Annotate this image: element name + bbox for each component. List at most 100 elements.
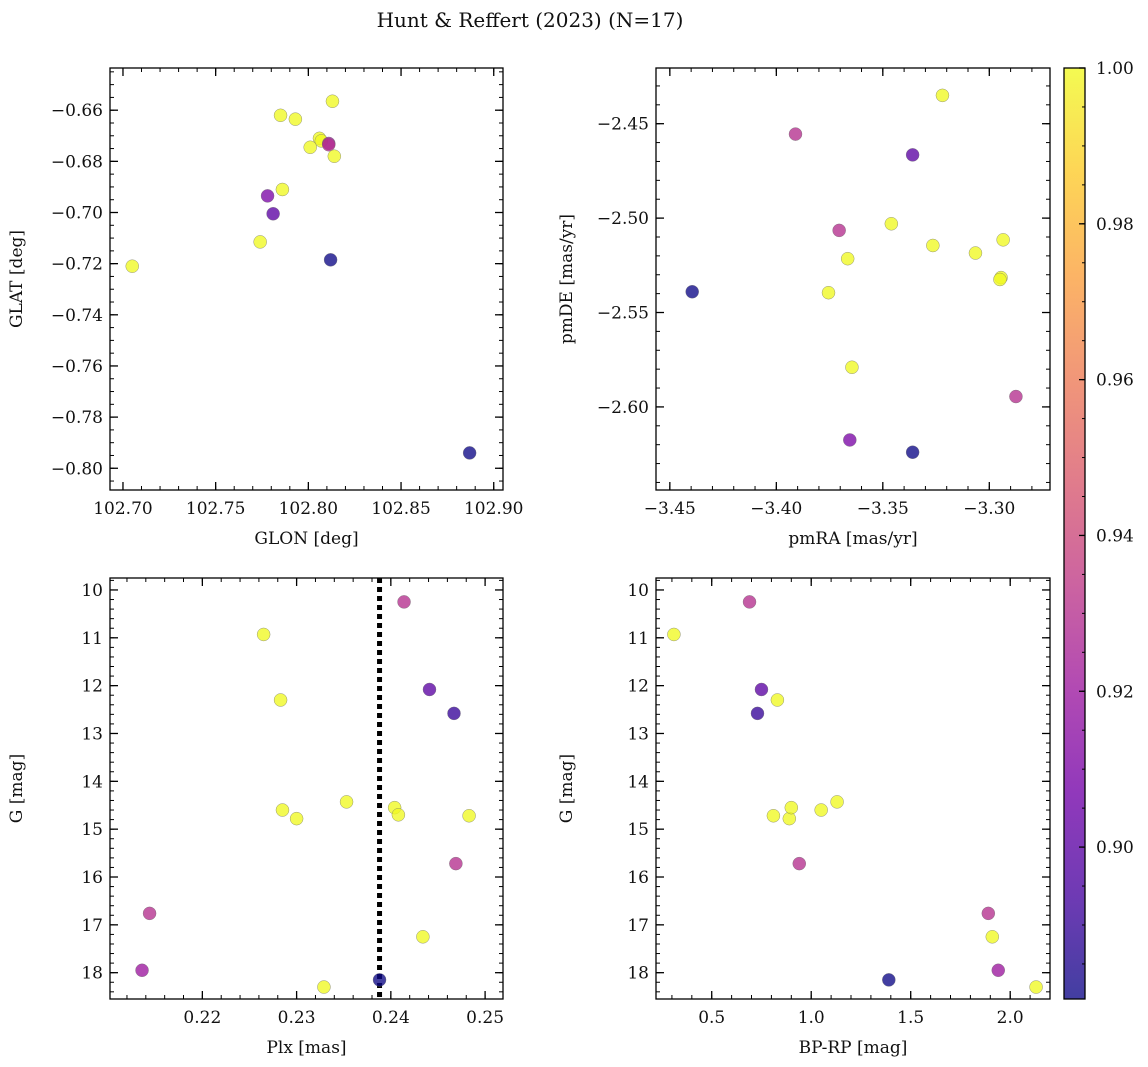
y-tick-label: 14 [81, 772, 103, 792]
y-tick-label: 10 [81, 581, 103, 601]
data-point [275, 182, 290, 197]
panel-cmd: 0.5 1.0 1.5 2.0 10 11 12 13 14 15 16 17 18 BP-RP [mag… [557, 577, 1051, 1058]
colorbar: 0.90 0.92 0.94 0.96 0.98 1.00 [1063, 59, 1134, 1000]
data-point [845, 360, 859, 375]
panel-plx-vs-g: 0.22 0.23 0.24 0.25 10 11 12 13 14 15 16 17 18 Plx [m… [7, 577, 504, 1058]
data-point [449, 856, 463, 871]
data-point [256, 627, 271, 642]
y-tick-label: 11 [81, 629, 103, 649]
data-point [843, 433, 857, 447]
y-tick-label: 16 [81, 868, 103, 888]
colorbar-tick-label: 0.94 [1096, 526, 1134, 546]
y-tick-label: 11 [627, 629, 649, 649]
y-tick-label: −0.74 [51, 306, 103, 326]
x-tick-label: 0.22 [183, 1008, 221, 1028]
data-point [991, 963, 1006, 978]
data-point [742, 595, 757, 609]
x-tick-label: −3.45 [644, 499, 696, 519]
data-point [273, 693, 288, 707]
data-point [142, 906, 157, 921]
data-point [981, 906, 996, 921]
y-tick-label: −0.80 [51, 459, 103, 479]
data-point [996, 233, 1010, 247]
data-point [266, 207, 280, 221]
axes-frame [655, 67, 1051, 491]
panels: 102.70 102.75 102.80 102.85 102.90 −0.66 −0.68… [7, 67, 1051, 1058]
data-point [926, 238, 940, 253]
y-tick-label: 14 [627, 772, 649, 792]
y-tick-label: −0.78 [51, 408, 103, 428]
data-point [321, 137, 336, 152]
data-point [968, 246, 983, 260]
y-tick-label: −0.72 [51, 255, 103, 275]
colorbar-gradient [1064, 68, 1085, 999]
y-tick-label: 13 [81, 724, 103, 744]
y-tick-label: −2.45 [597, 115, 649, 135]
figure-title: Hunt & Reffert (2023) (N=17) [377, 8, 684, 32]
y-tick-label: 13 [627, 724, 649, 744]
axes-frame [109, 577, 504, 1000]
x-tick-label: 102.70 [93, 499, 152, 519]
data-point [253, 235, 267, 249]
y-tick-label: 17 [627, 916, 649, 936]
data-point [782, 811, 797, 826]
data-point [397, 595, 411, 609]
colorbar-tick-label: 0.96 [1096, 371, 1134, 391]
data-point [125, 259, 139, 273]
y-tick-label: 16 [627, 868, 649, 888]
x-tick-label: 102.85 [371, 499, 430, 519]
x-axis-label: GLON [deg] [254, 529, 358, 549]
panel-proper-motion: −3.45 −3.40 −3.35 −3.30 −2.45 −2.50 −2.55 −2.60… [557, 67, 1051, 549]
x-axis-label: pmRA [mas/yr] [788, 529, 917, 549]
x-tick-label: −3.40 [750, 499, 802, 519]
data-point [792, 856, 807, 871]
x-tick-label: −3.35 [857, 499, 909, 519]
data-point [317, 980, 331, 994]
y-tick-label: 12 [81, 677, 103, 697]
x-tick-label: 0.24 [372, 1008, 410, 1028]
data-point [372, 973, 387, 987]
data-point [667, 627, 681, 642]
y-axis-label: G [mag] [557, 754, 577, 823]
y-axis-label: pmDE [mas/yr] [557, 214, 577, 344]
data-point [275, 803, 290, 817]
data-point [303, 140, 317, 155]
y-tick-label: 10 [627, 581, 649, 601]
y-tick-label: −2.50 [597, 209, 649, 229]
data-point [770, 693, 785, 707]
colorbar-tick-label: 0.98 [1096, 215, 1134, 235]
data-point [754, 682, 769, 697]
data-point [462, 446, 477, 460]
x-tick-label: 0.23 [278, 1008, 316, 1028]
x-tick-label: −3.30 [963, 499, 1015, 519]
colorbar-tick-label: 0.90 [1096, 838, 1134, 858]
data-point [391, 808, 406, 822]
data-point [325, 94, 340, 108]
data-point [814, 803, 828, 817]
y-tick-label: −0.76 [51, 357, 103, 377]
y-tick-label: −0.68 [51, 152, 103, 172]
data-point [821, 285, 836, 300]
x-axis-label: Plx [mas] [266, 1038, 346, 1058]
x-tick-label: 102.80 [279, 499, 338, 519]
panel-sky: 102.70 102.75 102.80 102.85 102.90 −0.66 −0.68… [7, 67, 523, 549]
axes-frame [655, 577, 1051, 1000]
data-point [993, 272, 1007, 287]
y-tick-label: −2.60 [597, 398, 649, 418]
y-tick-label: −2.55 [597, 304, 649, 324]
data-point [422, 682, 437, 697]
data-point [830, 795, 844, 809]
data-point [339, 795, 354, 809]
data-point [327, 149, 342, 163]
x-axis-label: BP-RP [mag] [799, 1038, 908, 1058]
y-axis-label: G [mag] [7, 754, 27, 823]
y-tick-label: 15 [627, 820, 649, 840]
y-tick-label: −0.70 [51, 204, 103, 224]
data-point [273, 108, 288, 123]
x-tick-label: 102.90 [464, 499, 523, 519]
data-point [884, 217, 899, 231]
data-point [447, 706, 461, 721]
x-tick-label: 0.25 [466, 1008, 504, 1028]
data-point [840, 251, 855, 266]
